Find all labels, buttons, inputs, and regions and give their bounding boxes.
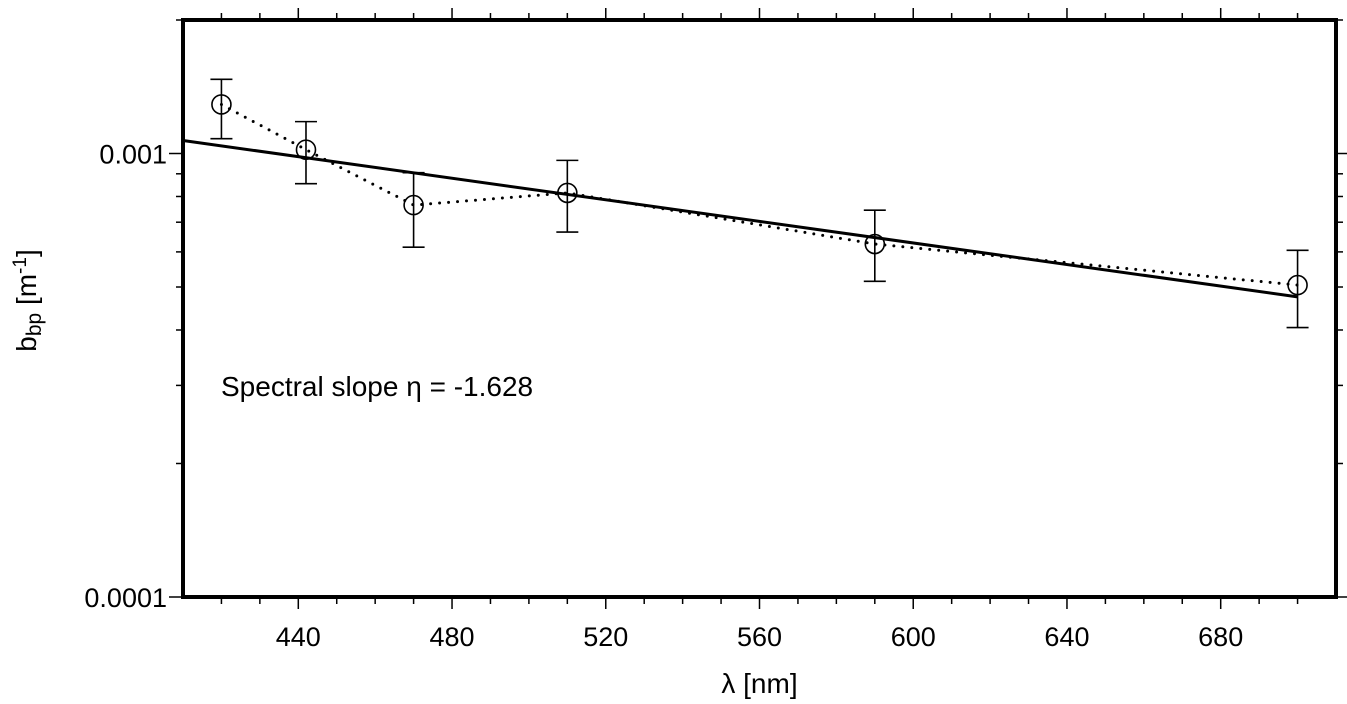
data-point	[864, 233, 886, 255]
spectral-slope-annotation: Spectral slope η = -1.628	[221, 371, 533, 402]
data-point	[295, 139, 317, 160]
data-point	[557, 182, 578, 204]
y-axis-label-unit-sup: -1	[10, 257, 31, 274]
data-point	[211, 94, 232, 115]
fit-line	[182, 138, 1298, 299]
x-tick-label: 520	[583, 622, 628, 652]
x-tick-label: 480	[430, 622, 475, 652]
data-point	[403, 194, 424, 216]
y-axis-label-unit-close: ]	[11, 249, 42, 257]
y-axis-label-subscript: bp	[23, 313, 46, 336]
y-axis-label: bbp [m-1]	[10, 249, 47, 352]
axis-ticks	[169, 8, 1347, 609]
x-tick-label: 640	[1044, 622, 1089, 652]
y-axis-label-unit-open: [m	[11, 274, 42, 313]
x-tick-label: 560	[737, 622, 782, 652]
data-point	[1287, 274, 1308, 296]
x-axis-label: λ [nm]	[721, 668, 797, 699]
y-axis-label-base: b	[11, 336, 42, 352]
x-tick-label: 600	[891, 622, 936, 652]
data-series-layer	[210, 78, 1309, 329]
x-tick-label: 680	[1198, 622, 1243, 652]
tick-labels: 440 480 520 560 600 640 680 0.001 0.0001	[84, 140, 1243, 652]
plot-frame	[181, 18, 1338, 599]
y-tick-label: 0.0001	[84, 583, 167, 613]
y-tick-label: 0.001	[99, 140, 167, 170]
x-tick-label: 440	[276, 622, 321, 652]
dotted-data-line	[219, 102, 1300, 287]
fit-line-layer	[182, 138, 1298, 299]
